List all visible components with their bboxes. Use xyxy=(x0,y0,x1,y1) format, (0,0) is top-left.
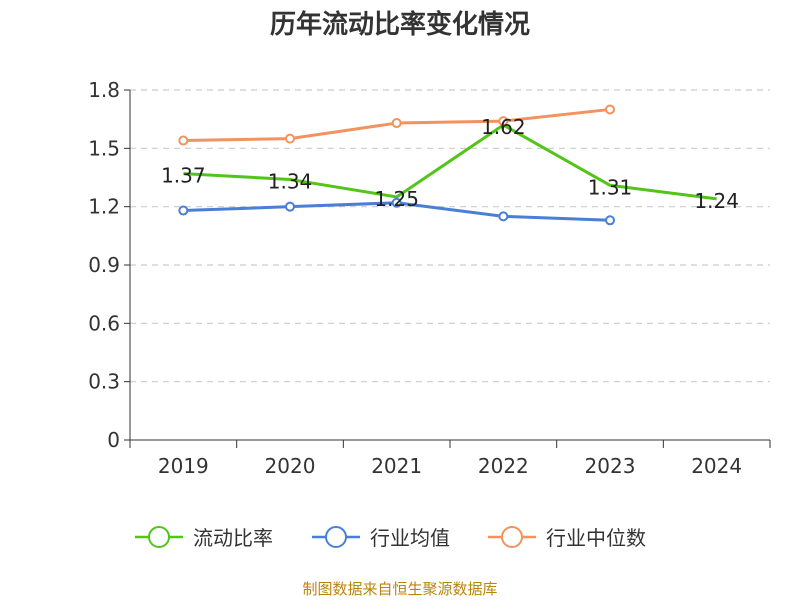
x-tick-label: 2023 xyxy=(585,454,636,478)
data-point xyxy=(391,118,402,129)
data-label: 1.34 xyxy=(268,169,313,193)
y-tick-label: 0 xyxy=(107,428,120,452)
data-point xyxy=(498,211,509,222)
source-note: 制图数据来自恒生聚源数据库 xyxy=(302,580,498,598)
x-tick-label: 2019 xyxy=(158,454,209,478)
data-label: 1.31 xyxy=(588,175,633,199)
data-point xyxy=(285,133,295,144)
data-label: 1.62 xyxy=(481,115,526,139)
data-point xyxy=(178,205,189,216)
data-point xyxy=(391,197,402,208)
y-tick-label: 0.9 xyxy=(88,253,120,277)
data-point xyxy=(178,135,189,146)
legend-label: 流动比率 xyxy=(193,526,273,550)
y-tick-label: 1.8 xyxy=(88,78,120,102)
legend-label: 行业中位数 xyxy=(546,526,646,550)
data-point xyxy=(285,201,295,212)
legend-swatch-marker xyxy=(501,526,523,548)
y-tick-label: 1.5 xyxy=(88,136,120,160)
y-tick-label: 0.3 xyxy=(88,370,120,394)
data-point xyxy=(605,215,615,226)
data-point xyxy=(605,104,615,115)
chart-title: 历年流动比率变化情况 xyxy=(269,10,530,40)
data-point xyxy=(498,116,509,127)
legend-swatch-marker xyxy=(325,526,347,548)
x-tick-label: 2024 xyxy=(691,454,742,478)
data-label: 1.25 xyxy=(374,187,419,211)
legend-swatch-marker xyxy=(148,526,170,548)
data-label: 1.37 xyxy=(161,164,206,188)
y-tick-label: 0.6 xyxy=(88,311,120,335)
x-tick-label: 2021 xyxy=(371,454,422,478)
series-line xyxy=(183,123,717,201)
x-tick-label: 2022 xyxy=(478,454,529,478)
y-tick-label: 1.2 xyxy=(88,195,120,219)
x-tick-label: 2020 xyxy=(265,454,316,478)
data-label: 1.24 xyxy=(694,189,739,213)
legend-label: 行业均值 xyxy=(370,526,450,550)
